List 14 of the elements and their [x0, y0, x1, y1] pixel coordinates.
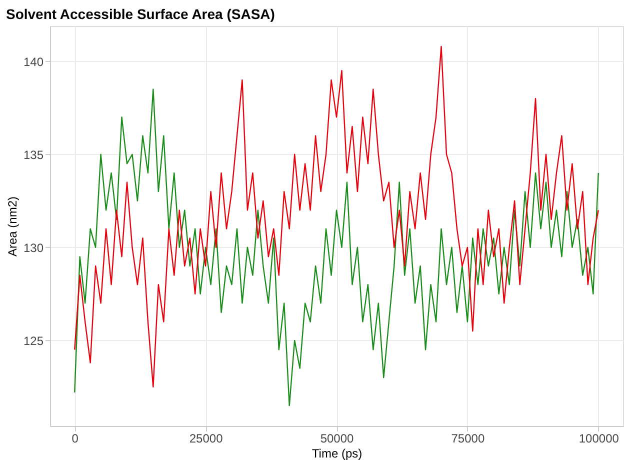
y-tick-label: 140 [23, 54, 44, 69]
x-tick-label: 50000 [320, 432, 354, 446]
x-axis-title: Time (ps) [312, 446, 362, 460]
y-axis-title: Area (nm2) [5, 196, 20, 257]
x-tick-label: 25000 [189, 432, 224, 446]
y-tick-label: 135 [23, 148, 44, 162]
chart-title: Solvent Accessible Surface Area (SASA) [6, 6, 275, 22]
line-series [74, 46, 599, 388]
x-tick-label: 0 [72, 432, 79, 446]
y-tick-label: 125 [23, 334, 44, 348]
x-tick-label: 100000 [578, 432, 620, 446]
x-tick-label: 75000 [451, 432, 485, 446]
line-series [74, 88, 599, 406]
y-tick-label: 130 [23, 240, 44, 255]
